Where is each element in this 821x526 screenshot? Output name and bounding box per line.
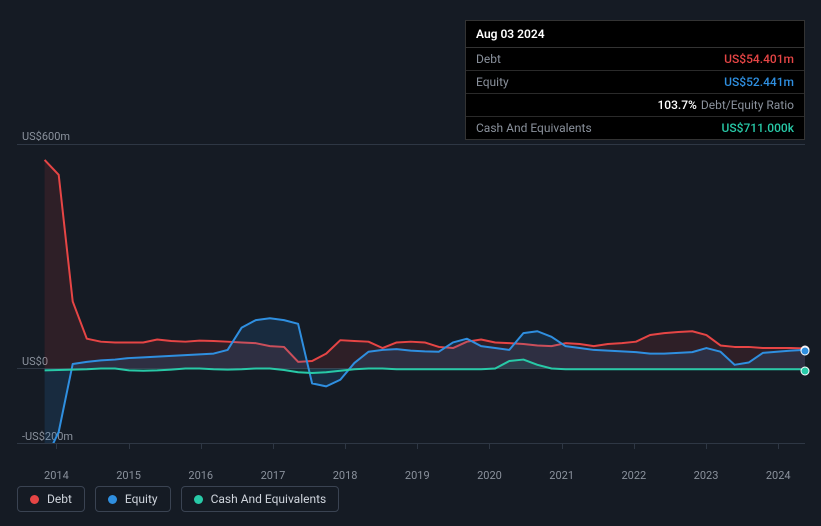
x-axis-tick (273, 443, 274, 449)
x-axis-tick (778, 443, 779, 449)
x-axis-tick (489, 443, 490, 449)
series-line (45, 160, 805, 362)
legend-item[interactable]: Cash And Equivalents (181, 486, 340, 512)
x-axis-tick (706, 443, 707, 449)
tooltip-row: 103.7% Debt/Equity Ratio (466, 94, 804, 117)
legend-dot-icon (108, 495, 117, 504)
legend-label: Cash And Equivalents (211, 492, 327, 506)
x-axis-tick (201, 443, 202, 449)
tooltip-row-value: 103.7% (657, 98, 696, 112)
chart-container: US$600mUS$0-US$200m 20142015201620172018… (17, 120, 805, 468)
chart-svg (17, 145, 805, 443)
x-axis-label: 2020 (477, 469, 502, 482)
tooltip-date: Aug 03 2024 (466, 21, 804, 48)
y-axis-label: US$600m (22, 130, 70, 143)
legend-label: Debt (47, 492, 72, 506)
x-axis-label: 2024 (766, 469, 791, 482)
chart-legend: Debt Equity Cash And Equivalents (17, 486, 339, 512)
x-axis-tick (417, 443, 418, 449)
x-axis-label: 2018 (333, 469, 358, 482)
series-area (45, 160, 805, 369)
x-axis-tick (345, 443, 346, 449)
x-axis-label: 2017 (261, 469, 286, 482)
x-axis-tick (634, 443, 635, 449)
x-axis-label: 2021 (549, 469, 574, 482)
tooltip-row: Debt US$54.401m (466, 48, 804, 71)
tooltip-row-label: Equity (476, 75, 509, 89)
x-axis-label: 2023 (694, 469, 719, 482)
x-axis-label: 2015 (116, 469, 141, 482)
x-axis-tick (129, 443, 130, 449)
x-axis-tick (562, 443, 563, 449)
tooltip-row: Equity US$52.441m (466, 71, 804, 94)
tooltip-row-label: Debt (476, 52, 501, 66)
tooltip-row-extra: Debt/Equity Ratio (701, 98, 794, 112)
series-end-marker (801, 366, 810, 375)
tooltip-row-value: US$54.401m (724, 52, 794, 66)
x-axis-label: 2019 (405, 469, 430, 482)
plot-area[interactable]: 2014201520162017201820192020202120222023… (17, 144, 805, 444)
x-axis-label: 2014 (44, 469, 69, 482)
legend-dot-icon (30, 495, 39, 504)
x-axis-tick (56, 443, 57, 449)
legend-dot-icon (194, 495, 203, 504)
legend-label: Equity (125, 492, 158, 506)
x-axis-label: 2022 (621, 469, 646, 482)
series-end-marker (801, 347, 810, 356)
tooltip-row-value: US$52.441m (724, 75, 794, 89)
x-axis-label: 2016 (188, 469, 213, 482)
legend-item[interactable]: Equity (95, 486, 171, 512)
legend-item[interactable]: Debt (17, 486, 85, 512)
